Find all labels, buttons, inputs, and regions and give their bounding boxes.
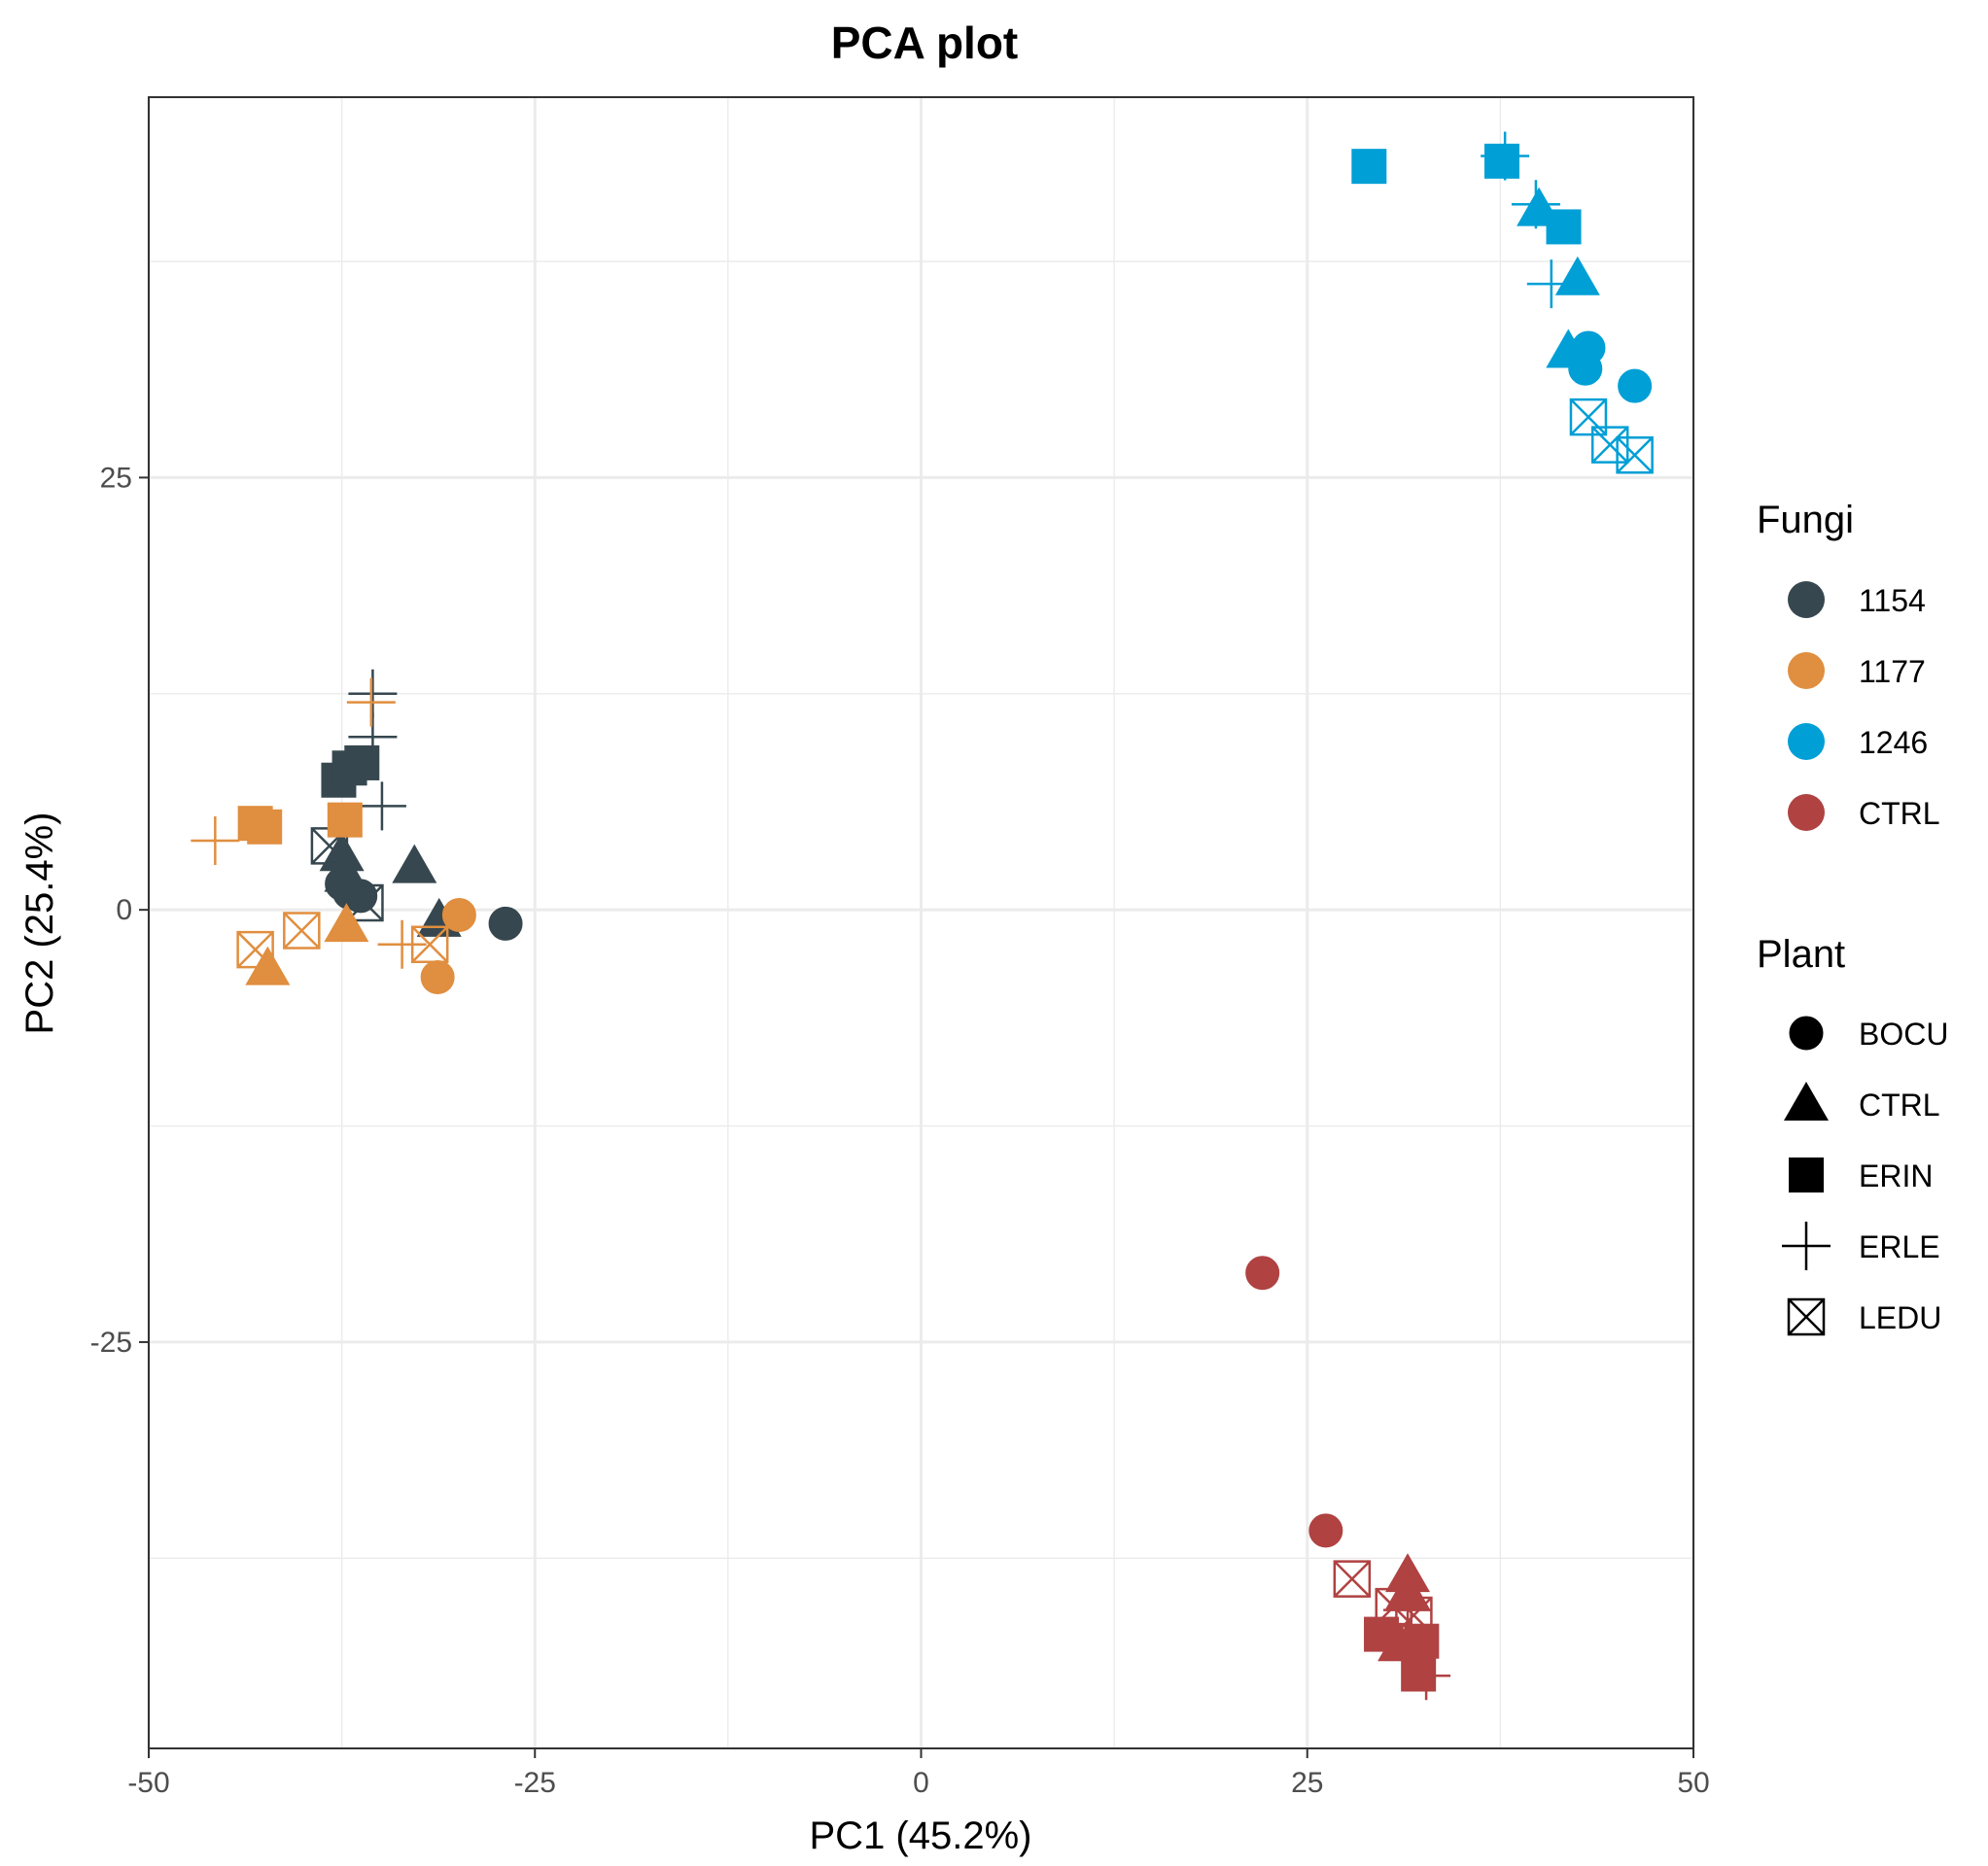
point-ctrl-erin: [1364, 1616, 1400, 1652]
point-1246-bocu: [1618, 368, 1653, 403]
legend-key-plant-ledu: [1787, 1297, 1826, 1336]
point-1246-erin: [1351, 149, 1387, 185]
point-1177-ledu: [236, 930, 274, 969]
legend-plant-entries: BOCU CTRL ERIN ERLE LEDU: [1782, 1016, 1948, 1336]
legend-key-plant-ctrl: [1784, 1082, 1829, 1121]
x-axis-label: PC1 (45.2%): [810, 1814, 1032, 1857]
point-ctrl-ledu: [1333, 1560, 1372, 1598]
point-1154-ctrl: [319, 832, 365, 872]
y-tick-label: -25: [90, 1327, 132, 1359]
legend-key-plant-bocu: [1789, 1016, 1824, 1051]
point-1177-bocu: [420, 960, 455, 995]
legend-key-fungi-1246: [1788, 723, 1825, 760]
y-axis-label: PC2 (25.4%): [18, 812, 61, 1035]
point-1246-ledu: [1569, 397, 1608, 436]
chart-title: PCA plot: [831, 17, 1019, 68]
point-1154-ctrl: [324, 852, 369, 892]
point-ctrl-erin: [1404, 1623, 1440, 1659]
legend-label-plant: LEDU: [1859, 1300, 1941, 1335]
legend-title-fungi: Fungi: [1757, 499, 1854, 541]
point-1154-erin: [344, 744, 380, 780]
point-1154-ctrl: [392, 844, 437, 883]
legend-label-plant: BOCU: [1859, 1017, 1948, 1052]
point-1154-erle: [348, 669, 398, 718]
point-ctrl-bocu: [1245, 1256, 1280, 1291]
point-ctrl-ledu: [1375, 1587, 1413, 1626]
point-1246-erin: [1483, 143, 1519, 179]
x-tick-label: -50: [127, 1767, 169, 1799]
point-1177-ctrl: [324, 903, 369, 943]
point-1154-bocu: [488, 906, 523, 941]
y-tick-label: 0: [116, 894, 132, 926]
point-1177-erle: [346, 677, 396, 727]
point-1177-erle: [377, 919, 427, 969]
point-ctrl-erin: [1401, 1656, 1437, 1692]
legend-label-fungi: 1246: [1859, 725, 1928, 760]
legend: Fungi Plant 1154 1177 1246 CTRL BOCU CTRL ERI…: [1757, 499, 1948, 1336]
point-1177-bocu: [441, 897, 476, 932]
point-1154-erle: [348, 712, 398, 762]
legend-label-plant: CTRL: [1859, 1088, 1940, 1123]
point-ctrl-erle: [1402, 1651, 1451, 1701]
legend-label-fungi: 1154: [1859, 583, 1926, 618]
point-1154-erle: [357, 781, 406, 831]
legend-fungi-entries: 1154 1177 1246 CTRL: [1788, 581, 1940, 831]
point-1246-erle: [1526, 259, 1576, 309]
legend-key-fungi-1154: [1788, 581, 1825, 618]
point-1246-erin: [1546, 209, 1582, 245]
legend-key-fungi-1177: [1788, 652, 1825, 689]
point-ctrl-bocu: [1308, 1513, 1343, 1548]
point-1177-ledu: [410, 925, 449, 963]
axis-ticks: -50 -25 0 25 50 -25 0 25: [90, 462, 1710, 1799]
legend-key-plant-erle: [1782, 1222, 1831, 1270]
x-tick-label: -25: [514, 1767, 556, 1799]
x-tick-label: 50: [1677, 1767, 1709, 1799]
point-1177-ctrl: [245, 946, 291, 985]
legend-label-plant: ERLE: [1859, 1229, 1940, 1264]
y-tick-label: 25: [100, 462, 132, 494]
legend-label-fungi: CTRL: [1859, 796, 1940, 831]
legend-title-plant: Plant: [1757, 933, 1845, 976]
legend-key-fungi-ctrl: [1788, 794, 1825, 831]
data-points: [191, 131, 1654, 1701]
point-ctrl-ledu: [1395, 1596, 1433, 1635]
legend-key-plant-erin: [1789, 1158, 1824, 1192]
point-1246-ledu: [1616, 436, 1654, 474]
point-1246-ctrl: [1554, 256, 1600, 295]
legend-label-plant: ERIN: [1859, 1158, 1933, 1193]
point-1177-erle: [191, 815, 240, 865]
point-1246-erle: [1511, 180, 1560, 229]
point-1246-erle: [1481, 131, 1530, 181]
point-1246-ctrl: [1546, 328, 1591, 368]
x-tick-label: 25: [1291, 1767, 1323, 1799]
point-1177-erin: [327, 802, 363, 838]
point-1177-erin: [247, 809, 283, 845]
x-tick-label: 0: [913, 1767, 929, 1799]
legend-label-fungi: 1177: [1859, 654, 1926, 689]
point-1177-ledu: [283, 912, 321, 950]
